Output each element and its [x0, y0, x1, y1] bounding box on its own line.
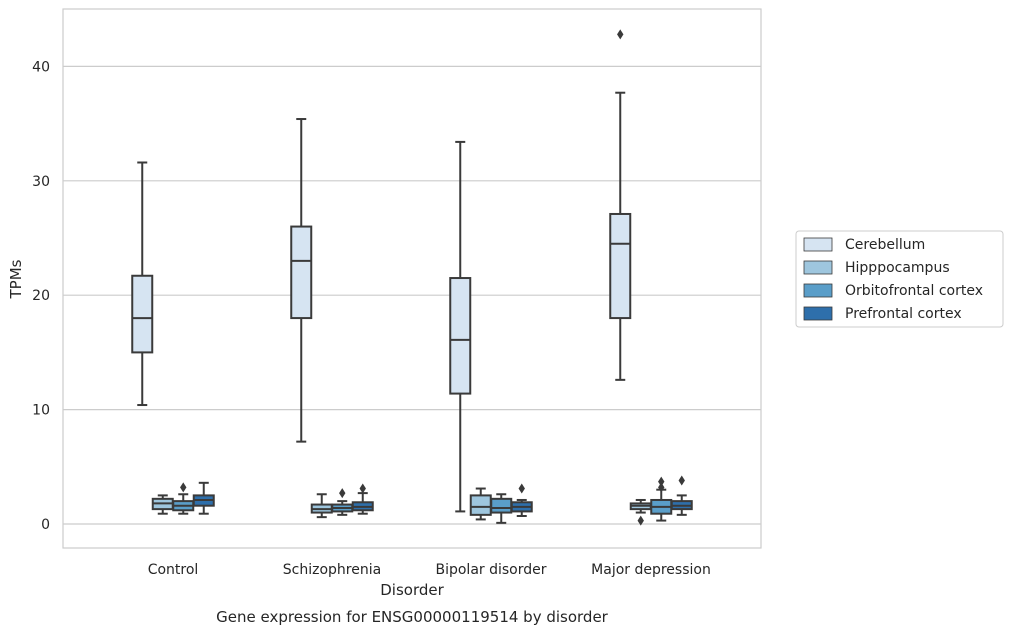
box-body	[449, 277, 472, 395]
box-2-2	[490, 493, 513, 524]
legend-swatch	[803, 237, 833, 252]
y-axis-label: TPMs	[7, 259, 25, 299]
chart-caption: Gene expression for ENSG00000119514 by d…	[216, 608, 609, 626]
box-body	[490, 497, 513, 514]
legend-label: Orbitofrontal cortex	[845, 283, 983, 299]
box-0-1	[290, 118, 313, 443]
box-1-2	[469, 487, 492, 521]
outlier-point	[617, 29, 624, 40]
legend-label: Prefrontal cortex	[845, 306, 962, 322]
box-3-1	[351, 483, 374, 515]
x-tick-label: Bipolar disorder	[435, 562, 546, 578]
box-0-2	[449, 140, 472, 513]
legend-swatch	[803, 283, 833, 298]
grid-lines	[63, 65, 761, 525]
y-axis-ticks: 0 10 20 30 40	[32, 59, 50, 533]
x-axis-label: Disorder	[380, 581, 444, 599]
outlier-point	[658, 482, 665, 493]
legend-label: Hipppocampus	[845, 260, 950, 276]
box-body	[469, 494, 492, 516]
y-tick-label: 10	[32, 403, 50, 419]
box-3-0	[192, 481, 215, 515]
legend: Cerebellum Hipppocampus Orbitofrontal cort…	[795, 230, 1004, 328]
legend-label: Cerebellum	[845, 237, 925, 253]
boxes	[131, 29, 693, 526]
outlier-point	[359, 483, 366, 494]
box-body	[609, 212, 632, 320]
box-3-2	[510, 483, 533, 517]
box-3-3	[670, 475, 693, 516]
x-tick-label: Schizophrenia	[283, 562, 381, 578]
box-0-0	[131, 161, 154, 407]
outlier-point	[658, 476, 665, 487]
y-tick-label: 0	[41, 517, 50, 533]
plot-frame	[62, 8, 762, 549]
box-1-1	[310, 493, 333, 519]
box-2-3	[650, 476, 673, 522]
y-tick-label: 30	[32, 174, 50, 190]
box-2-1	[331, 488, 354, 516]
y-tick-label: 20	[32, 288, 50, 304]
outlier-point	[678, 475, 685, 486]
box-body	[290, 225, 313, 320]
box-1-0	[151, 494, 174, 515]
outlier-point	[637, 515, 644, 526]
box-body	[131, 274, 154, 354]
box-2-0	[172, 482, 195, 515]
outlier-point	[180, 482, 187, 493]
legend-swatch	[803, 260, 833, 275]
box-0-3	[609, 29, 632, 381]
outlier-point	[518, 483, 525, 494]
legend-frame	[795, 230, 1004, 328]
x-tick-label: Major depression	[591, 562, 711, 578]
y-tick-label: 40	[32, 59, 50, 75]
x-axis-ticks: Control Schizophrenia Bipolar disorder Majo…	[148, 562, 711, 578]
outlier-point	[339, 488, 346, 499]
legend-swatch	[803, 306, 833, 321]
box-1-3	[629, 498, 652, 526]
x-tick-label: Control	[148, 562, 199, 578]
